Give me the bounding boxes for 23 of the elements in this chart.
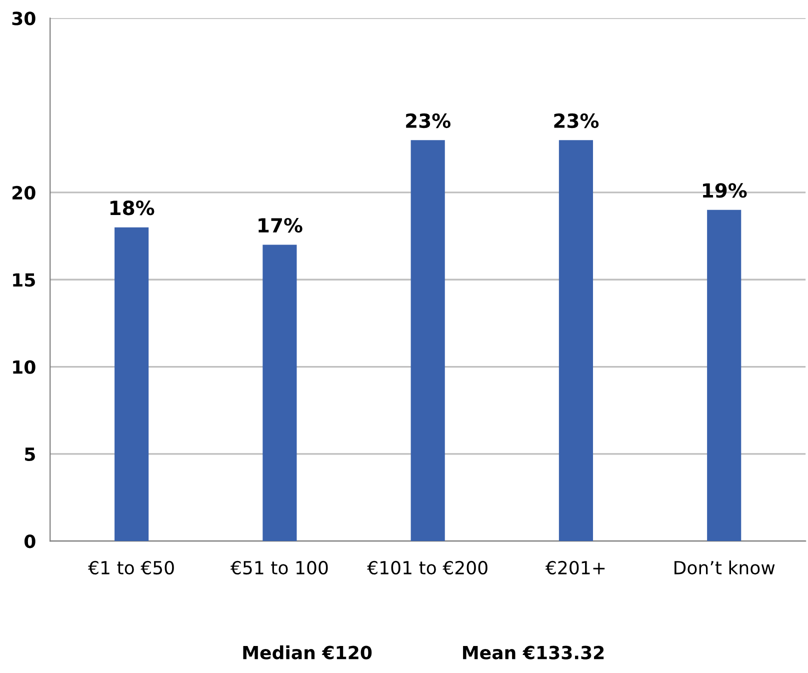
y-tick-label: 0 (24, 534, 36, 548)
x-tick-label: €1 to €50 (88, 560, 174, 575)
bar (410, 140, 445, 542)
data-label: 17% (258, 218, 302, 233)
y-tick-label: 20 (12, 186, 36, 200)
y-tick-label: 5 (25, 448, 35, 462)
x-tick-label: €51 to 100 (230, 560, 328, 575)
y-tick-label: 30 (12, 12, 36, 26)
y-tick-label: 10 (13, 360, 36, 374)
x-tick-label: Don’t know (674, 560, 775, 575)
text: Mean €133.32 (463, 646, 604, 660)
y-tick-label: 15 (13, 273, 35, 287)
bar (558, 140, 594, 542)
data-label: 19% (703, 183, 747, 198)
bar (262, 244, 297, 542)
data-label: 23% (554, 113, 599, 128)
bar (707, 210, 742, 542)
data-label: 18% (110, 200, 154, 216)
bar (114, 227, 149, 542)
x-tick-label: €101 to €200 (367, 560, 488, 575)
data-label: 23% (406, 113, 450, 128)
x-tick-label: €201+ (545, 560, 605, 575)
text: Median €120 (243, 645, 372, 660)
